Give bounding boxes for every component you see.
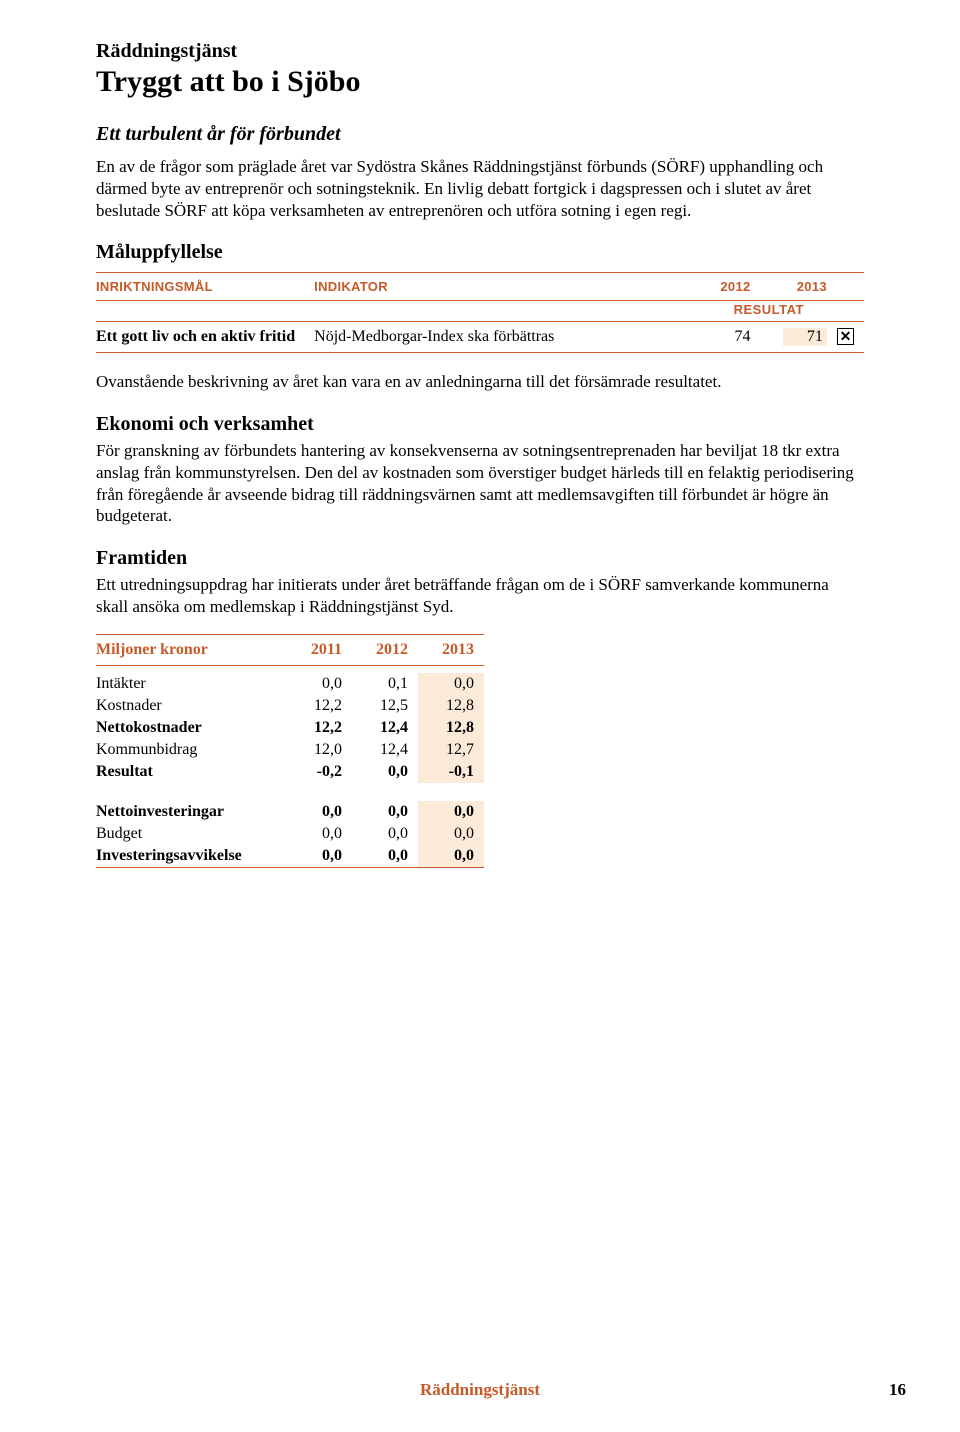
finance-row-label: Resultat (96, 761, 286, 783)
finance-row-label: Kommunbidrag (96, 739, 286, 761)
finance-cell: 0,0 (352, 801, 418, 823)
goal-status: ✕ (827, 322, 864, 353)
col-status (827, 273, 864, 301)
finance-row: Nettoinvesteringar0,00,00,0 (96, 801, 484, 823)
finance-row: Kostnader12,212,512,8 (96, 695, 484, 717)
finance-cell: 0,0 (286, 673, 352, 695)
finance-row-label: Nettokostnader (96, 717, 286, 739)
goal-2013-value: 71 (783, 328, 827, 346)
x-icon: ✕ (837, 328, 854, 345)
goal-row: Ett gott liv och en aktiv fritid Nöjd-Me… (96, 322, 864, 353)
finance-cell: 12,8 (418, 717, 484, 739)
future-text: Ett utredningsuppdrag har initierats und… (96, 574, 864, 618)
finance-cell: 12,5 (352, 695, 418, 717)
finance-cell: 12,7 (418, 739, 484, 761)
finance-cell: 0,1 (352, 673, 418, 695)
col-goal: INRIKTNINGSMÅL (96, 273, 314, 301)
finance-cell: 12,4 (352, 739, 418, 761)
finance-cell: 12,2 (286, 717, 352, 739)
finance-cell: 12,4 (352, 717, 418, 739)
intro-heading: Ett turbulent år för förbundet (96, 123, 864, 146)
fin-year-1: 2012 (352, 634, 418, 665)
col-indicator: INDIKATOR (314, 273, 674, 301)
finance-cell: 12,0 (286, 739, 352, 761)
finance-row: Budget0,00,00,0 (96, 823, 484, 845)
goal-2013: 71 (751, 322, 827, 353)
finance-cell: -0,1 (418, 761, 484, 783)
finance-cell: 0,0 (418, 801, 484, 823)
finance-row-label: Kostnader (96, 695, 286, 717)
finance-row: Kommunbidrag12,012,412,7 (96, 739, 484, 761)
finance-cell: 0,0 (418, 845, 484, 868)
finance-cell: 0,0 (286, 845, 352, 868)
finance-cell: -0,2 (286, 761, 352, 783)
finance-row: Intäkter0,00,10,0 (96, 673, 484, 695)
page-root: Räddningstjänst Tryggt att bo i Sjöbo Et… (0, 0, 960, 1432)
fin-year-2: 2013 (418, 634, 484, 665)
goal-2012: 74 (674, 322, 750, 353)
goal-indicator: Nöjd-Medborgar-Index ska förbättras (314, 322, 674, 353)
economy-text: För granskning av förbundets hantering a… (96, 440, 864, 527)
fin-header-label: Miljoner kronor (96, 634, 286, 665)
finance-cell: 12,8 (418, 695, 484, 717)
finance-row-label: Nettoinvesteringar (96, 801, 286, 823)
finance-table: Miljoner kronor 2011 2012 2013 Intäkter0… (96, 634, 484, 869)
finance-row-label: Intäkter (96, 673, 286, 695)
result-label: RESULTAT (734, 302, 864, 317)
finance-cell: 12,2 (286, 695, 352, 717)
footer-text: Räddningstjänst (0, 1380, 960, 1400)
col-2013: 2013 (751, 273, 827, 301)
finance-row: Resultat-0,20,0-0,1 (96, 761, 484, 783)
page-number: 16 (889, 1380, 906, 1400)
finance-cell: 0,0 (286, 801, 352, 823)
col-2012: 2012 (674, 273, 750, 301)
economy-heading: Ekonomi och verksamhet (96, 413, 864, 436)
finance-cell: 0,0 (352, 823, 418, 845)
goal-label: Ett gott liv och en aktiv fritid (96, 322, 314, 353)
finance-cell: 0,0 (352, 845, 418, 868)
intro-text: En av de frågor som präglade året var Sy… (96, 156, 864, 221)
fin-year-0: 2011 (286, 634, 352, 665)
page-title: Tryggt att bo i Sjöbo (96, 65, 864, 99)
analysis-p1: Ovanstående beskrivning av året kan vara… (96, 371, 864, 393)
finance-cell: 0,0 (286, 823, 352, 845)
finance-cell: 0,0 (418, 823, 484, 845)
future-heading: Framtiden (96, 547, 864, 570)
goals-heading: Måluppfyllelse (96, 241, 864, 264)
finance-row: Investeringsavvikelse0,00,00,0 (96, 845, 484, 868)
finance-row-label: Budget (96, 823, 286, 845)
finance-cell: 0,0 (418, 673, 484, 695)
finance-cell: 0,0 (352, 761, 418, 783)
finance-row: Nettokostnader12,212,412,8 (96, 717, 484, 739)
finance-row-label: Investeringsavvikelse (96, 845, 286, 868)
goals-table: RESULTAT INRIKTNINGSMÅL INDIKATOR 2012 2… (96, 272, 864, 353)
pretitle: Räddningstjänst (96, 40, 864, 63)
